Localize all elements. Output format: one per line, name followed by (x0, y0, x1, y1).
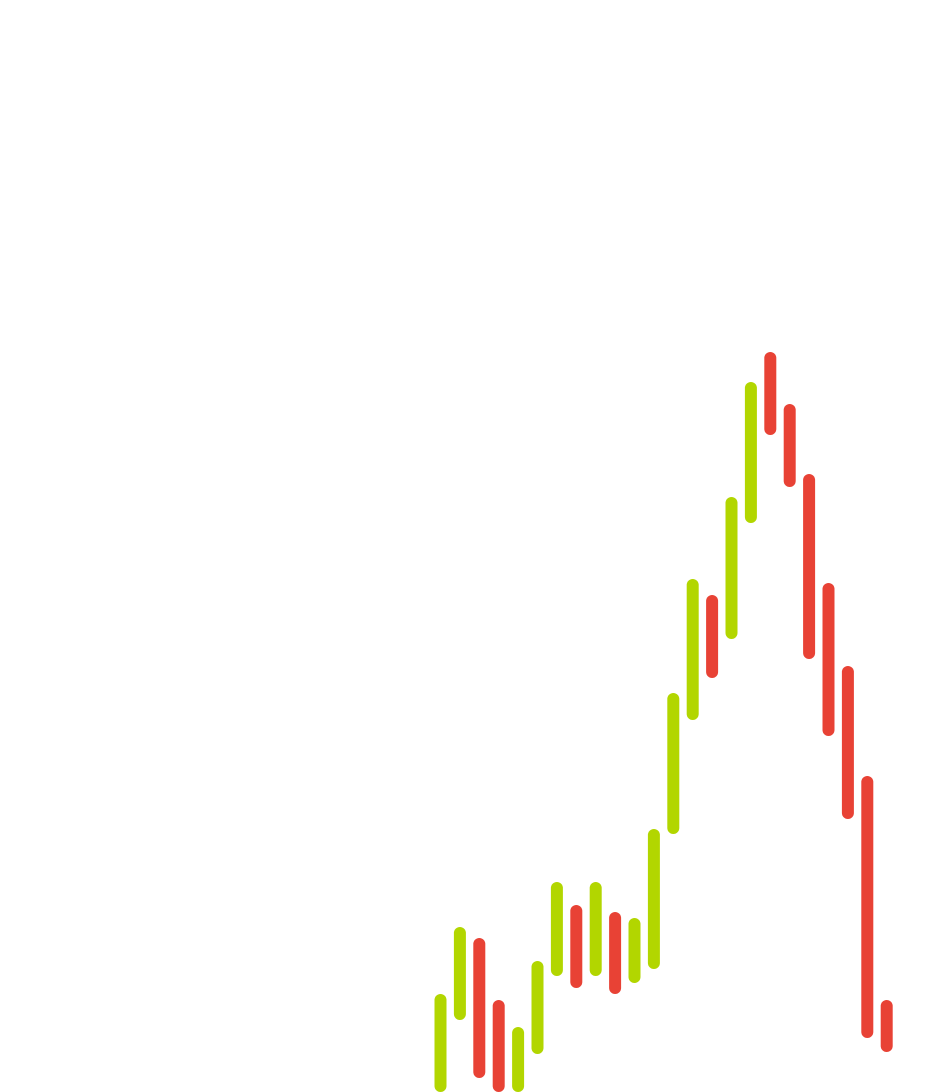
bar-down-21 (822, 583, 835, 736)
bar-up-16 (725, 497, 738, 639)
bar-up-2 (453, 927, 466, 1020)
bar-down-24 (880, 1000, 893, 1052)
bar-up-1 (434, 994, 447, 1092)
bar-down-18 (764, 352, 777, 435)
bar-up-12 (647, 829, 660, 969)
bar-up-6 (531, 961, 544, 1054)
bar-series (434, 352, 893, 1092)
bar-up-5 (512, 1027, 525, 1092)
bar-down-4 (492, 1000, 505, 1092)
bar-down-15 (706, 595, 719, 678)
bar-up-11 (628, 918, 641, 983)
bar-up-9 (589, 882, 602, 976)
bar-up-13 (667, 693, 680, 834)
bar-down-19 (783, 404, 796, 487)
bar-up-14 (686, 579, 699, 720)
bar-down-10 (609, 912, 622, 994)
bar-down-22 (841, 666, 854, 819)
bar-up-7 (550, 882, 563, 976)
bar-down-20 (803, 474, 816, 659)
bar-down-3 (473, 938, 486, 1078)
bar-up-17 (744, 382, 757, 523)
bar-down-23 (861, 776, 874, 1038)
bar-down-8 (570, 905, 583, 988)
